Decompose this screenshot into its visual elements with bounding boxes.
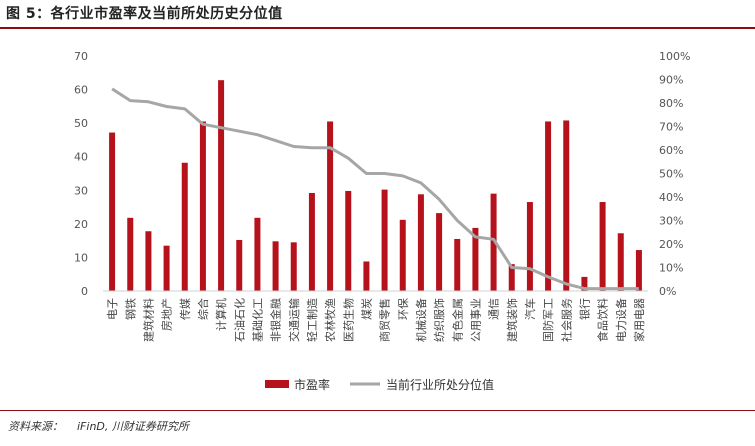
bar bbox=[381, 189, 388, 291]
bar bbox=[308, 192, 315, 291]
left-tick-label: 70 bbox=[74, 50, 88, 63]
bar bbox=[617, 233, 624, 291]
category-label: 煤炭 bbox=[360, 298, 373, 320]
category-label: 食品饮料 bbox=[596, 298, 610, 342]
category-label: 农林牧渔 bbox=[323, 298, 337, 342]
right-tick-label: 20% bbox=[659, 238, 683, 251]
category-label: 建筑装饰 bbox=[505, 298, 519, 342]
right-tick-label: 30% bbox=[659, 215, 683, 228]
bar bbox=[218, 80, 225, 292]
bar bbox=[290, 242, 297, 291]
legend-bar-swatch bbox=[265, 380, 289, 388]
category-label: 石油石化 bbox=[232, 298, 246, 342]
bar bbox=[345, 190, 352, 291]
right-axis: 0% 10% 20% 30% 40% 50% 60% 70% 80% 90% 100% bbox=[659, 50, 690, 298]
category-label: 钢铁 bbox=[124, 298, 137, 320]
category-label: 汽车 bbox=[523, 298, 537, 320]
bar bbox=[199, 121, 206, 291]
bar bbox=[127, 217, 134, 291]
legend: 市盈率 当前行业所处分位值 bbox=[265, 377, 494, 392]
category-label: 医药生物 bbox=[341, 298, 355, 342]
category-label: 非银金融 bbox=[269, 298, 283, 342]
right-tick-label: 100% bbox=[659, 50, 690, 63]
right-tick-label: 60% bbox=[659, 144, 683, 157]
left-tick-label: 40 bbox=[74, 151, 88, 164]
category-label: 有色金属 bbox=[450, 298, 464, 342]
category-label: 轻工制造 bbox=[305, 298, 319, 342]
bar bbox=[635, 250, 642, 291]
bar bbox=[417, 194, 424, 291]
right-tick-label: 10% bbox=[659, 262, 683, 275]
bar bbox=[490, 193, 497, 291]
legend-line-label: 当前行业所处分位值 bbox=[386, 377, 494, 392]
bar bbox=[472, 227, 479, 291]
bar bbox=[581, 276, 588, 291]
bar bbox=[363, 261, 370, 291]
category-label: 商贸零售 bbox=[378, 298, 392, 342]
source-text: iFinD, 川财证券研究所 bbox=[77, 420, 189, 433]
category-labels: 电子 钢铁 建筑材料 房地产 传媒 综合 计算机 石油石化 基础化工 非银金融 交通运输 轻工制造 农林… bbox=[106, 298, 646, 342]
right-tick-label: 80% bbox=[659, 97, 683, 110]
category-label: 国防军工 bbox=[541, 298, 555, 342]
right-tick-label: 0% bbox=[659, 285, 676, 298]
chart-title: 图 5：各行业市盈率及当前所处历史分位值 bbox=[6, 6, 283, 22]
right-tick-label: 50% bbox=[659, 168, 683, 181]
category-label: 纺织服饰 bbox=[432, 298, 446, 342]
category-label: 电子 bbox=[106, 298, 119, 320]
category-label: 社会服务 bbox=[559, 298, 573, 342]
category-label: 综合 bbox=[196, 298, 210, 320]
bar bbox=[109, 132, 116, 291]
bar bbox=[599, 202, 606, 291]
category-label: 通信 bbox=[488, 298, 501, 320]
bar-series bbox=[109, 80, 642, 292]
left-tick-label: 10 bbox=[74, 251, 88, 264]
category-label: 房地产 bbox=[160, 298, 174, 331]
right-tick-label: 70% bbox=[659, 121, 683, 134]
bar bbox=[254, 217, 261, 291]
percentile-line bbox=[111, 87, 639, 291]
category-label: 环保 bbox=[396, 298, 410, 320]
left-tick-label: 30 bbox=[74, 184, 88, 197]
bar bbox=[236, 239, 243, 291]
bar bbox=[272, 241, 279, 291]
bar bbox=[526, 202, 533, 291]
category-label: 建筑材料 bbox=[141, 298, 155, 342]
category-label: 电力设备 bbox=[614, 298, 628, 342]
right-tick-label: 40% bbox=[659, 191, 683, 204]
bar bbox=[163, 245, 170, 291]
source-note: 资料来源： iFinD, 川财证券研究所 bbox=[8, 418, 189, 434]
category-label: 公用事业 bbox=[469, 298, 482, 342]
category-label: 计算机 bbox=[214, 298, 228, 331]
left-tick-label: 50 bbox=[74, 117, 88, 130]
left-tick-label: 20 bbox=[74, 218, 88, 231]
bottom-rule bbox=[0, 410, 755, 411]
category-label: 家用电器 bbox=[632, 298, 646, 342]
bar bbox=[327, 121, 334, 291]
bar bbox=[563, 120, 570, 291]
right-tick-label: 90% bbox=[659, 74, 683, 87]
left-tick-label: 0 bbox=[81, 285, 88, 298]
category-label: 机械设备 bbox=[414, 298, 428, 342]
category-label: 银行 bbox=[577, 298, 591, 320]
source-label: 资料来源： bbox=[8, 420, 63, 433]
legend-bar-label: 市盈率 bbox=[294, 377, 330, 392]
left-axis: 0 10 20 30 40 50 60 70 bbox=[74, 50, 88, 298]
bar bbox=[436, 213, 443, 291]
top-rule bbox=[0, 27, 755, 29]
bar bbox=[399, 219, 406, 291]
left-tick-label: 60 bbox=[74, 84, 88, 97]
category-label: 基础化工 bbox=[250, 298, 264, 342]
bar bbox=[145, 231, 152, 291]
category-label: 传媒 bbox=[179, 298, 192, 320]
category-label: 交通运输 bbox=[287, 298, 301, 342]
bar bbox=[181, 162, 188, 291]
bar bbox=[508, 264, 515, 291]
bar bbox=[454, 238, 461, 291]
bar bbox=[545, 121, 552, 291]
